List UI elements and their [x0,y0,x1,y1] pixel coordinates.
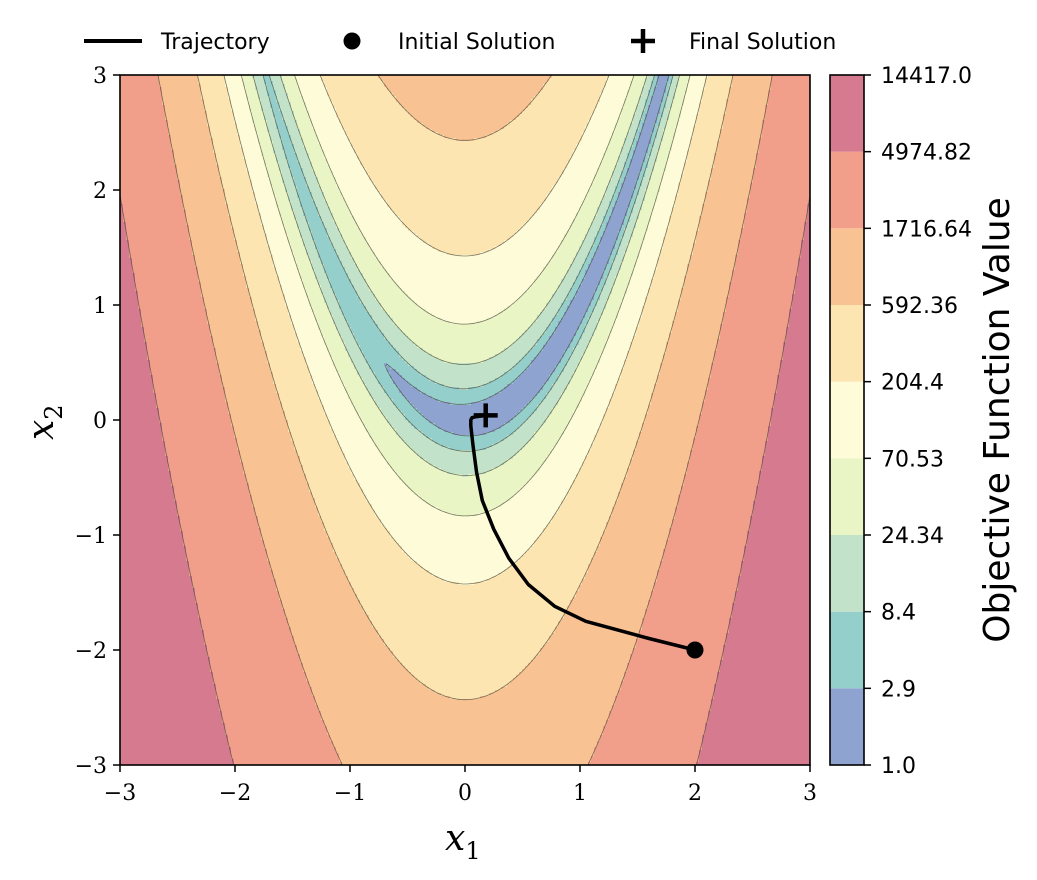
colorbar-band-5 [830,305,864,382]
legend-final-marker [631,29,655,53]
colorbar-tick-label: 24.34 [881,524,944,549]
final-solution-marker [473,403,498,428]
colorbar-tick-label: 2.9 [881,677,916,702]
legend-trajectory-label: Trajectory [160,30,270,55]
x-tick-label: −1 [334,781,366,806]
colorbar-band-8 [830,75,864,152]
contour-band-2 [252,75,678,477]
colorbar-tick-label: 8.4 [881,601,916,626]
x-axis-label: x1 [445,818,481,865]
contour-line-2 [252,75,680,476]
colorbar-band-7 [830,151,864,229]
plot-area [120,75,810,765]
legend-initial-label: Initial Solution [398,30,556,55]
colorbar-band-1 [830,611,864,689]
colorbar [830,75,864,765]
contour-bands [120,75,810,765]
x-tick-label: −2 [219,781,251,806]
contour-line-4 [223,75,708,585]
colorbar-band-4 [830,381,864,459]
contour-line-3 [240,75,691,517]
contour-line-1 [262,75,674,452]
y-tick-label: 2 [93,179,107,204]
colorbar-tick-label: 4974.82 [881,141,972,166]
contour-line-6 [157,75,773,765]
x-tick-label: 2 [688,781,702,806]
colorbar-tick-label: 592.36 [881,294,958,319]
colorbar-band-6 [830,228,864,305]
y-tick-label: 1 [93,294,107,319]
trajectory-line [469,413,696,652]
y-tick-label: 0 [93,409,107,434]
contour-lines [120,75,810,765]
contour-band-6 [159,75,771,765]
initial-solution-marker [686,641,704,659]
x-tick-label: 1 [573,781,587,806]
colorbar-tick-label: 70.53 [881,447,944,472]
colorbar-frame [829,74,865,766]
legend-final-label: Final Solution [689,30,836,55]
x-axis-ticks: −3 −2 −1 0 1 2 3 [104,765,817,806]
colorbar-band-3 [830,458,864,535]
legend-initial-marker [343,32,361,50]
y-tick-label: 3 [93,64,107,89]
legend: Trajectory Initial Solution Final Soluti… [84,29,836,55]
colorbar-tick-label: 14417.0 [881,64,972,89]
contour-band-8 [120,204,810,765]
contour-line-5 [197,75,734,701]
colorbar-tick-label: 204.4 [881,371,944,396]
colorbar-label: Objective Function Value [977,197,1018,643]
y-axis-label: x2 [21,404,68,440]
x-tick-label: −3 [104,781,136,806]
contour-line-0 [385,75,670,437]
colorbar-tick-label: 1716.64 [881,217,972,242]
colorbar-band-0 [830,688,864,765]
x-tick-label: 3 [803,781,817,806]
contour-line-7 [120,194,810,765]
colorbar-ticks: 1.0 2.9 8.4 24.34 70.53 204.4 592.36 1716.64 497… [864,64,972,779]
colorbar-tick-label: 1.0 [881,754,916,779]
y-tick-label: −1 [75,524,107,549]
colorbar-band-2 [830,535,864,612]
y-tick-label: −3 [75,754,107,779]
y-axis-ticks: −3 −2 −1 0 1 2 3 [75,64,120,779]
y-tick-label: −2 [75,639,107,664]
x-tick-label: 0 [458,781,472,806]
